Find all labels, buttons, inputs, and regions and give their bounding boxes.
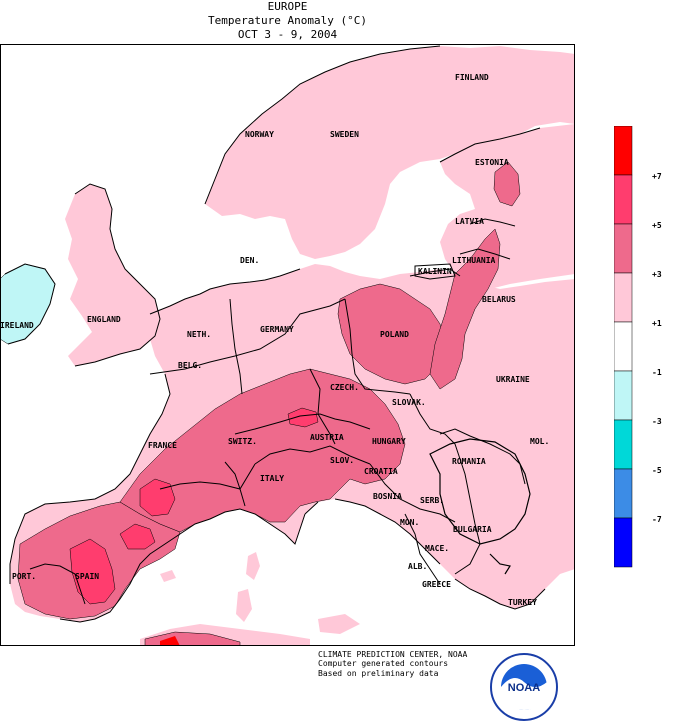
label-austria: AUSTRIA — [310, 433, 344, 442]
map-title-period: OCT 3 - 9, 2004 — [237, 28, 338, 41]
legend-label-minus7: -7 — [652, 515, 662, 524]
label-alb: ALB. — [408, 562, 427, 571]
great-britain — [65, 184, 160, 366]
label-hungary: HUNGARY — [372, 437, 406, 446]
label-mace: MACE. — [425, 544, 449, 553]
legend-label-minus5: -5 — [652, 466, 662, 475]
legend-swatch — [614, 419, 633, 470]
label-serb: SERB. — [420, 496, 444, 505]
scandinavia-landmass — [205, 46, 575, 259]
label-bulgaria: BULGARIA — [453, 525, 492, 534]
label-slovak: SLOVAK. — [392, 398, 426, 407]
label-czech: CZECH. — [330, 383, 359, 392]
legend-swatch — [614, 223, 633, 274]
legend-swatch — [614, 517, 633, 568]
anomaly-zone-plus5-alps — [287, 407, 319, 428]
legend-swatch — [614, 321, 633, 372]
legend-swatch — [614, 272, 633, 323]
country-borders — [29, 218, 526, 605]
legend-label-plus5: +5 — [652, 221, 662, 230]
contour-lines — [429, 438, 531, 575]
anomaly-zone-plus3-baltic — [429, 228, 501, 390]
label-croatia: CROATIA — [364, 467, 398, 476]
islands — [160, 552, 360, 634]
footer-method: Computer generated contours — [318, 659, 449, 668]
label-france: FRANCE — [148, 441, 177, 450]
label-turkey: TURKEY — [508, 598, 537, 607]
legend-label-plus3: +3 — [652, 270, 662, 279]
legend-swatch — [614, 370, 633, 421]
label-belg: BELG. — [178, 361, 202, 370]
noaa-logo-text: NOAA — [508, 682, 540, 694]
label-slov: SLOV. — [330, 456, 354, 465]
noaa-logo-icon[interactable]: NOAA — [477, 652, 571, 722]
anomaly-zone-plus5-spain — [69, 538, 116, 605]
legend-swatch — [614, 126, 633, 176]
coastlines — [4, 45, 546, 623]
legend-label-minus3: -3 — [652, 417, 662, 426]
legend-swatch — [614, 468, 633, 519]
label-england: ENGLAND — [87, 315, 121, 324]
label-finland: FINLAND — [455, 73, 489, 82]
label-belarus: BELARUS — [482, 295, 516, 304]
anomaly-map: FINLAND NORWAY SWEDEN ESTONIA LATVIA DEN… — [0, 44, 575, 646]
map-title-variable: Temperature Anomaly (°C) — [208, 14, 367, 27]
label-switz: SWITZ. — [228, 437, 257, 446]
label-ireland: IRELAND — [0, 321, 34, 330]
color-legend: +7 +5 +3 +1 -1 -3 -5 -7 — [614, 126, 662, 568]
label-norway: NORWAY — [245, 130, 274, 139]
anomaly-zone-plus3-estonia — [493, 161, 521, 207]
label-port: PORT. — [12, 572, 36, 581]
label-greece: GREECE — [422, 580, 451, 589]
legend-swatch — [614, 174, 633, 225]
label-poland: POLAND — [380, 330, 409, 339]
footer-source: CLIMATE PREDICTION CENTER, NOAA — [318, 650, 468, 659]
label-mon: MON. — [400, 518, 419, 527]
label-estonia: ESTONIA — [475, 158, 509, 167]
label-ukraine: UKRAINE — [496, 375, 530, 384]
label-lithuania: LITHUANIA — [452, 256, 496, 265]
label-den: DEN. — [240, 256, 259, 265]
anomaly-zone-plus5-france — [139, 478, 176, 517]
label-mol: MOL. — [530, 437, 549, 446]
map-title-region: EUROPE — [267, 0, 308, 13]
legend-label-plus1: +1 — [652, 319, 662, 328]
legend-label-plus7: +7 — [652, 172, 662, 181]
label-romania: ROMANIA — [452, 457, 486, 466]
label-neth: NETH. — [187, 330, 211, 339]
legend-label-minus1: -1 — [652, 368, 662, 377]
label-sweden: SWEDEN — [330, 130, 359, 139]
anomaly-zone-plus5-africa — [160, 636, 180, 646]
map-frame — [0, 44, 575, 646]
label-kalinin: KALININ. — [418, 267, 457, 276]
footer-data-note: Based on preliminary data — [318, 669, 439, 678]
label-italy: ITALY — [260, 474, 284, 483]
label-spain: SPAIN — [75, 572, 99, 581]
finland-baltic-landmass — [440, 124, 575, 289]
label-latvia: LATVIA — [455, 217, 484, 226]
label-bosnia: BOSNIA — [373, 492, 402, 501]
legend-swatches — [614, 126, 633, 568]
anomaly-zone-plus5-pyrenees — [119, 523, 156, 550]
label-germany: GERMANY — [260, 325, 294, 334]
